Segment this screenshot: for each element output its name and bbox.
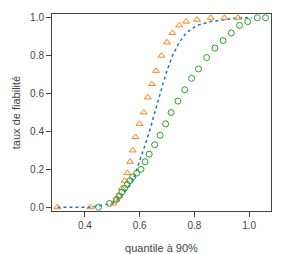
svg-text:1.0: 1.0 xyxy=(242,220,256,231)
svg-text:quantile à 90%: quantile à 90% xyxy=(125,242,198,254)
svg-text:1.0: 1.0 xyxy=(30,12,44,23)
svg-text:0.4: 0.4 xyxy=(78,220,92,231)
svg-text:0.0: 0.0 xyxy=(30,202,44,213)
svg-text:0.2: 0.2 xyxy=(30,164,44,175)
svg-text:0.8: 0.8 xyxy=(30,50,44,61)
svg-text:0.6: 0.6 xyxy=(30,88,44,99)
svg-text:0.8: 0.8 xyxy=(187,220,201,231)
svg-text:0.6: 0.6 xyxy=(133,220,147,231)
svg-text:taux de fiabilité: taux de fiabilité xyxy=(10,76,22,149)
svg-text:0.4: 0.4 xyxy=(30,126,44,137)
